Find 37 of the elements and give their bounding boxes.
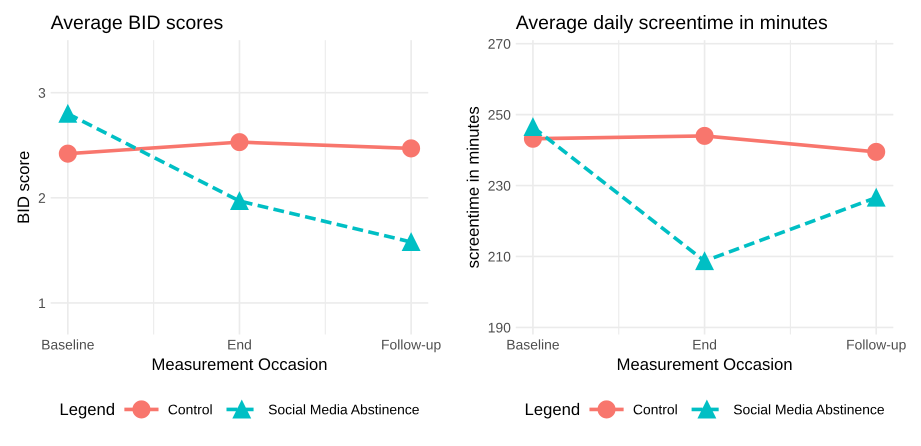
point: [524, 118, 542, 136]
legend-label: Social Media Abstinence: [268, 404, 419, 414]
y-axis-title: BID score: [18, 151, 30, 223]
point: [867, 142, 886, 161]
point: [867, 188, 886, 207]
x-tick-label: End: [228, 339, 251, 350]
x-axis-title: Measurement Occasion: [618, 358, 792, 370]
y-tick-label: 210: [488, 252, 510, 262]
y-tick-label: 2: [38, 193, 46, 203]
x-tick-label: Baseline: [507, 339, 559, 350]
legend-label: Control: [168, 404, 212, 414]
x-tick-label: Follow-up: [847, 339, 906, 352]
point: [402, 232, 420, 252]
y-tick-label: 1: [39, 298, 46, 308]
point: [58, 104, 77, 123]
point: [696, 252, 714, 270]
y-tick-label: 250: [488, 110, 510, 120]
point: [58, 144, 77, 163]
point: [696, 126, 714, 145]
chart-title: Average BID scores: [50, 16, 223, 34]
y-tick-label: 270: [488, 39, 510, 49]
x-axis-title: Measurement Occasion: [152, 358, 326, 370]
legend-title: Legend: [526, 402, 580, 418]
point: [402, 139, 420, 158]
chart-title: Average daily screentime in minutes: [516, 14, 828, 34]
x-tick-label: Follow-up: [382, 339, 441, 352]
legend-label: Social Media Abstinence: [734, 404, 884, 414]
point: [230, 192, 248, 210]
legend-label: Control: [634, 404, 677, 414]
x-tick-label: Baseline: [42, 339, 94, 350]
y-tick-label: 190: [488, 322, 510, 333]
y-axis-title: screentime in minutes: [466, 106, 479, 268]
y-tick-label: 3: [38, 88, 46, 98]
legend-title: Legend: [60, 402, 114, 418]
x-tick-label: End: [693, 339, 716, 350]
y-tick-label: 230: [488, 180, 510, 191]
point: [230, 133, 248, 152]
